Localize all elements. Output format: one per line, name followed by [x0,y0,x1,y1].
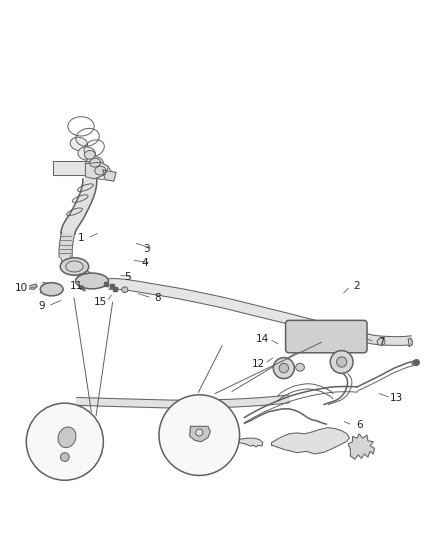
Circle shape [60,453,69,462]
Polygon shape [71,263,93,282]
Circle shape [196,429,203,436]
Polygon shape [103,170,116,181]
FancyBboxPatch shape [286,320,367,353]
Circle shape [273,358,294,378]
Circle shape [279,364,289,373]
Text: 4: 4 [141,258,148,268]
Circle shape [26,403,103,480]
Circle shape [330,351,353,374]
Ellipse shape [122,287,128,293]
Text: 3: 3 [143,244,150,254]
Polygon shape [61,256,78,270]
Ellipse shape [70,137,88,150]
Text: 7: 7 [378,337,385,347]
Ellipse shape [296,364,304,371]
Text: 6: 6 [356,420,363,430]
Ellipse shape [40,282,63,296]
Polygon shape [67,447,90,463]
Ellipse shape [377,338,385,345]
Circle shape [159,395,240,475]
Polygon shape [53,161,96,174]
Polygon shape [361,333,413,345]
Ellipse shape [95,166,106,175]
Polygon shape [289,321,327,338]
Text: 13: 13 [390,393,403,403]
Polygon shape [108,279,317,331]
Polygon shape [40,282,53,295]
Ellipse shape [78,147,95,160]
Polygon shape [190,426,210,442]
Ellipse shape [75,273,108,289]
Text: 12: 12 [252,359,265,369]
Polygon shape [85,162,109,179]
Text: 1: 1 [78,233,85,243]
Ellipse shape [94,166,111,180]
Polygon shape [237,438,263,447]
Text: 2: 2 [353,281,360,291]
Text: 11: 11 [70,281,83,291]
Polygon shape [77,395,290,408]
Text: 10: 10 [14,284,28,293]
Ellipse shape [85,150,95,159]
Ellipse shape [90,158,100,167]
Text: 8: 8 [154,293,161,303]
Polygon shape [30,284,37,289]
Text: 9: 9 [38,301,45,311]
Circle shape [336,357,347,367]
Polygon shape [61,179,97,234]
Ellipse shape [58,427,76,448]
Ellipse shape [60,258,88,275]
Text: 5: 5 [124,272,131,281]
Polygon shape [59,232,74,257]
Polygon shape [348,434,374,459]
Polygon shape [272,427,350,454]
Polygon shape [56,415,68,460]
Polygon shape [174,427,228,440]
Polygon shape [408,338,413,346]
Text: 15: 15 [94,296,107,306]
Ellipse shape [86,157,103,169]
Text: 14: 14 [256,334,269,344]
